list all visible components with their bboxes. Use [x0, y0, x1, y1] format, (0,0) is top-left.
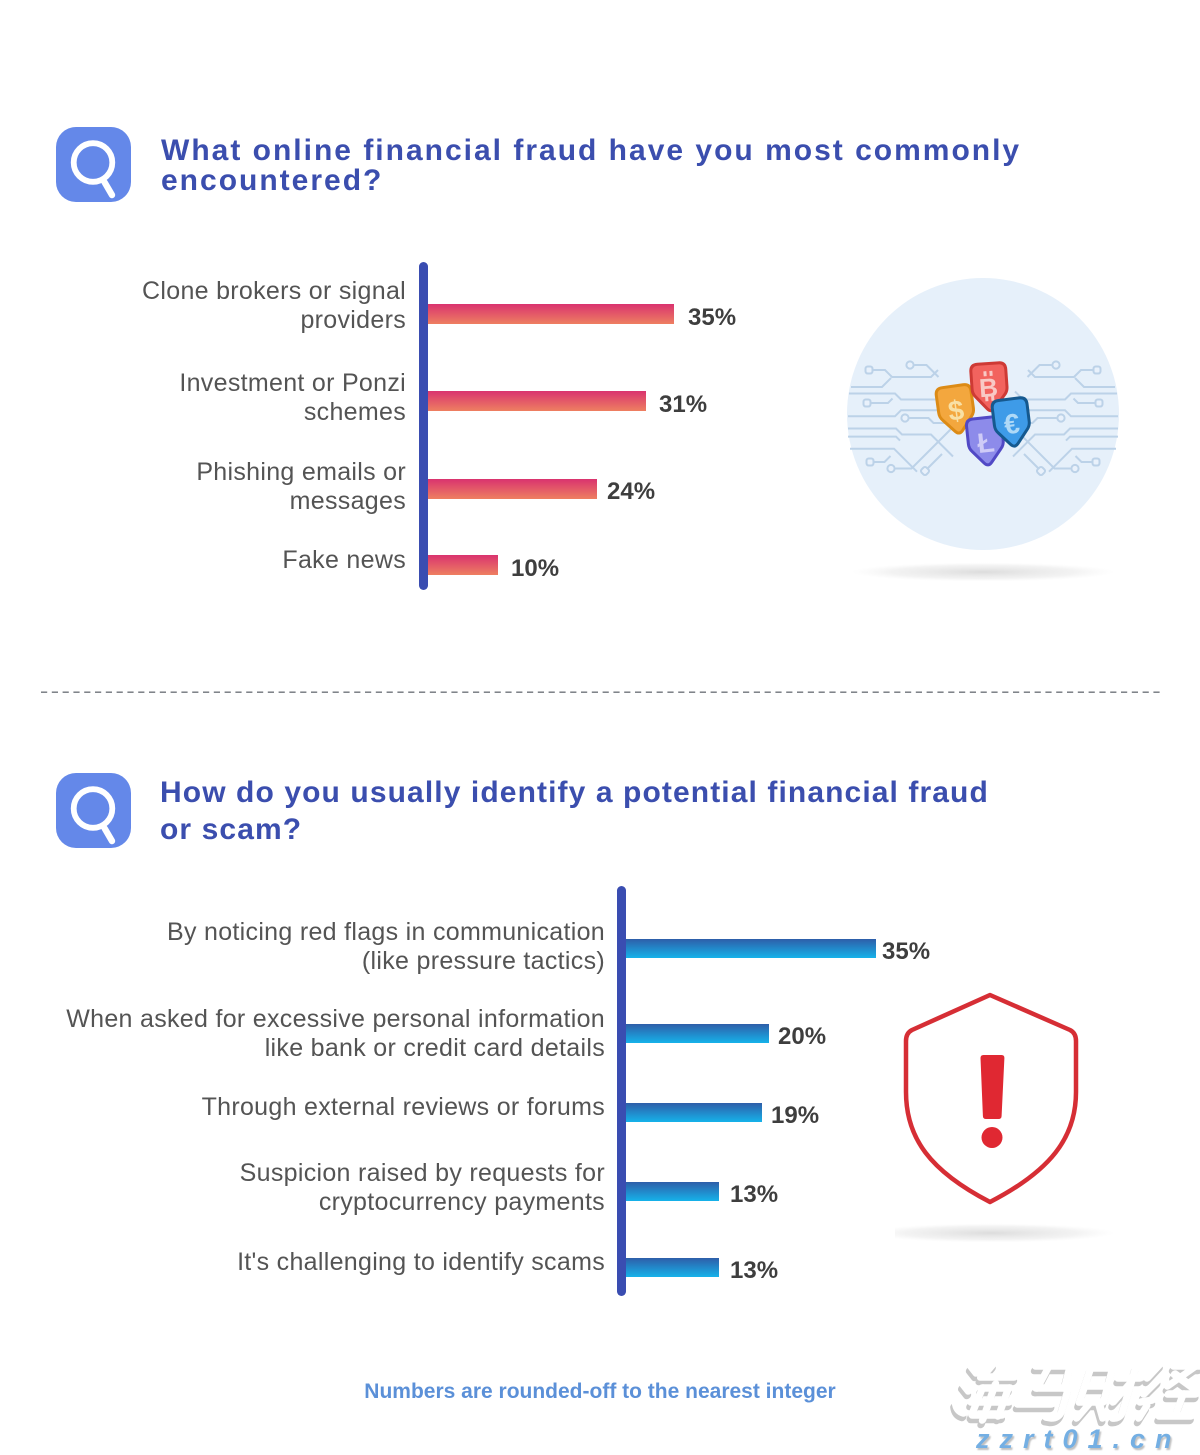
- svg-text:Ł: Ł: [976, 426, 996, 459]
- svg-text:$: $: [946, 394, 966, 427]
- svg-text:€: €: [1002, 408, 1022, 441]
- svg-text:B: B: [978, 372, 999, 403]
